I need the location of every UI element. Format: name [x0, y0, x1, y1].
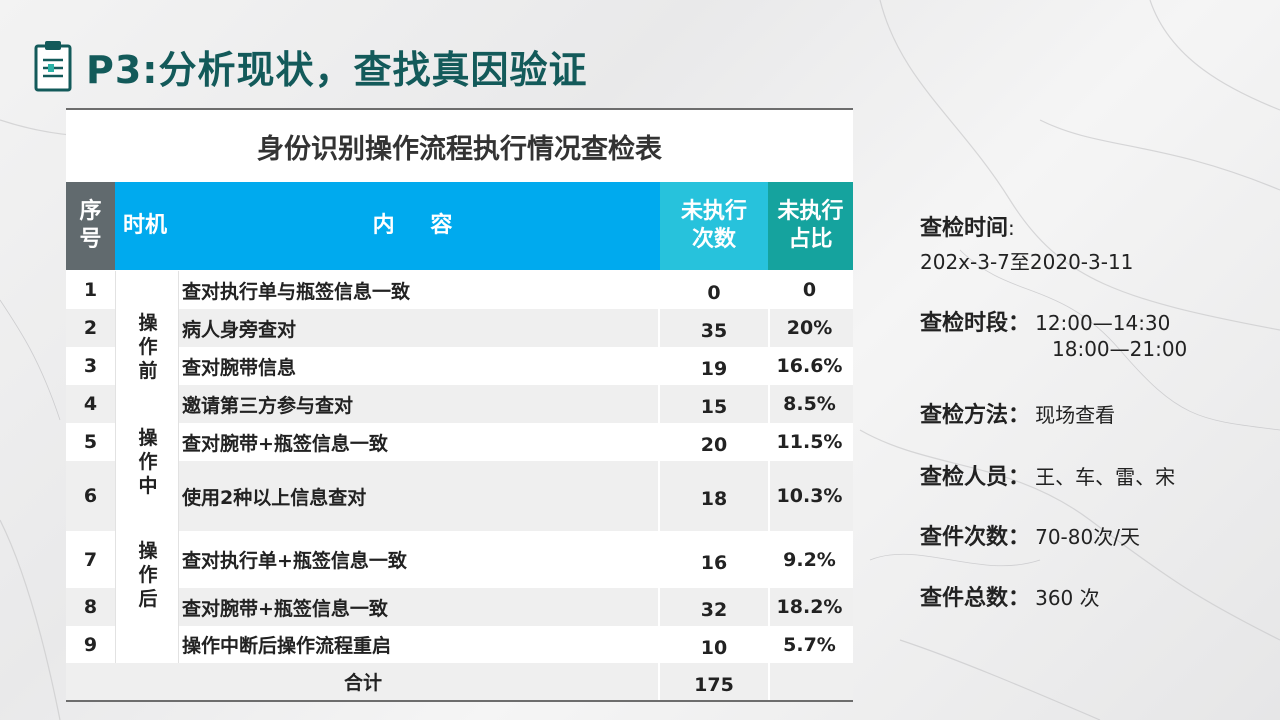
table-row: 4 邀请第三方参与查对 15 8.5%	[66, 385, 853, 423]
row-seq: 4	[83, 393, 98, 415]
row-count: 32	[700, 599, 728, 621]
row-content: 查对腕带+瓶签信息一致	[182, 432, 388, 455]
info-period-label: 查检时段：	[920, 311, 1031, 336]
row-seq: 7	[83, 548, 98, 571]
row-ratio: 8.5%	[783, 393, 836, 415]
row-ratio: 11.5%	[776, 431, 843, 453]
info-staff-value: 王、车、雷、宋	[1035, 465, 1176, 489]
table-total-row: 合计 175	[66, 663, 853, 700]
header-count: 未执行 次数	[660, 182, 768, 270]
row-count: 10	[700, 636, 728, 659]
column-divider	[658, 271, 660, 700]
row-count: 18	[700, 488, 728, 510]
row-content: 邀请第三方参与查对	[182, 394, 354, 417]
clipboard-icon	[34, 41, 72, 92]
table-row: 9 操作中断后操作流程重启 10 5.7%	[66, 626, 853, 663]
info-period-value-1: 12:00—14:30	[1035, 311, 1171, 335]
table-row: 6 使用2种以上信息查对 18 10.3%	[66, 461, 853, 531]
row-seq: 8	[83, 596, 98, 618]
info-staff-label: 查检人员：	[920, 465, 1031, 490]
info-total-label: 查件总数：	[920, 586, 1031, 611]
column-divider	[768, 271, 770, 700]
table-row: 2 病人身旁查对 35 20%	[66, 309, 853, 347]
info-method: 查检方法： 现场查看	[920, 397, 1115, 429]
info-time-colon: :	[1008, 216, 1015, 240]
row-count: 19	[700, 358, 728, 380]
row-ratio: 16.6%	[776, 355, 843, 377]
row-count: 0	[707, 282, 721, 304]
row-content: 操作中断后操作流程重启	[182, 635, 392, 657]
row-count: 15	[700, 396, 728, 418]
info-total: 查件总数： 360 次	[920, 580, 1100, 612]
info-frequency: 查件次数： 70-80次/天	[920, 519, 1140, 551]
row-seq: 5	[83, 431, 98, 453]
total-label: 合计	[343, 672, 382, 694]
row-seq: 1	[83, 279, 98, 301]
row-ratio: 9.2%	[783, 548, 836, 571]
header-content: 内 容	[179, 182, 660, 270]
stage-column: 操 作 前 操 作 中 操 作 后	[115, 271, 179, 663]
row-content: 使用2种以上信息查对	[182, 486, 367, 509]
row-count: 20	[700, 434, 728, 456]
checklist-table: 身份识别操作流程执行情况查检表 序号 时机 内 容 未执行 次数 未执行 占比 1 …	[66, 108, 853, 702]
row-seq: 6	[83, 485, 98, 507]
stage-during: 操 作 中	[138, 427, 158, 497]
row-content: 查对腕带+瓶签信息一致	[182, 597, 388, 620]
row-ratio: 10.3%	[776, 485, 843, 507]
table-row: 1 查对执行单与瓶签信息一致 0 0	[66, 271, 853, 309]
row-seq: 3	[83, 355, 98, 377]
info-staff: 查检人员： 王、车、雷、宋	[920, 459, 1175, 491]
row-ratio: 0	[802, 279, 817, 301]
table-row: 7 查对执行单+瓶签信息一致 16 9.2%	[66, 531, 853, 588]
row-count: 16	[700, 551, 728, 574]
info-period-2: 18:00—21:00	[1052, 337, 1187, 361]
table-row: 8 查对腕带+瓶签信息一致 32 18.2%	[66, 588, 853, 626]
row-content: 病人身旁查对	[182, 318, 297, 341]
total-ratio	[768, 663, 853, 700]
row-seq: 2	[83, 317, 98, 339]
table-row: 5 查对腕带+瓶签信息一致 20 11.5%	[66, 423, 853, 461]
page-header: P3:分析现状，查找真因验证	[34, 38, 588, 94]
info-time-value: 202x-3-7至2020-3-11	[920, 250, 1134, 274]
table-title: 身份识别操作流程执行情况查检表	[257, 133, 662, 165]
page-title: P3:分析现状，查找真因验证	[86, 47, 588, 92]
info-frequency-value: 70-80次/天	[1035, 525, 1140, 549]
info-frequency-label: 查件次数：	[920, 525, 1031, 550]
row-content: 查对腕带信息	[182, 356, 297, 379]
row-ratio: 20%	[786, 317, 833, 339]
table-row: 3 查对腕带信息 19 16.6%	[66, 347, 853, 385]
total-count: 175	[694, 673, 734, 696]
stage-after: 操 作 后	[138, 540, 158, 610]
row-count: 35	[700, 320, 728, 342]
stage-before: 操 作 前	[138, 312, 158, 382]
row-seq: 9	[83, 633, 98, 656]
info-time: 查检时间: 202x-3-7至2020-3-11	[920, 210, 1133, 275]
row-ratio: 5.7%	[783, 633, 836, 656]
info-method-value: 现场查看	[1035, 403, 1116, 427]
info-method-label: 查检方法：	[920, 403, 1031, 428]
info-total-value: 360 次	[1035, 586, 1100, 610]
header-seq: 序号	[66, 182, 115, 270]
row-ratio: 18.2%	[776, 596, 843, 618]
header-ratio: 未执行 占比	[768, 182, 853, 270]
info-time-label: 查检时间	[920, 216, 1009, 241]
row-content: 查对执行单与瓶签信息一致	[182, 280, 411, 303]
info-period: 查检时段： 12:00—14:30	[920, 305, 1170, 337]
info-period-value-2: 18:00—21:00	[1052, 337, 1188, 361]
row-content: 查对执行单+瓶签信息一致	[182, 550, 407, 572]
header-when: 时机	[115, 182, 179, 270]
